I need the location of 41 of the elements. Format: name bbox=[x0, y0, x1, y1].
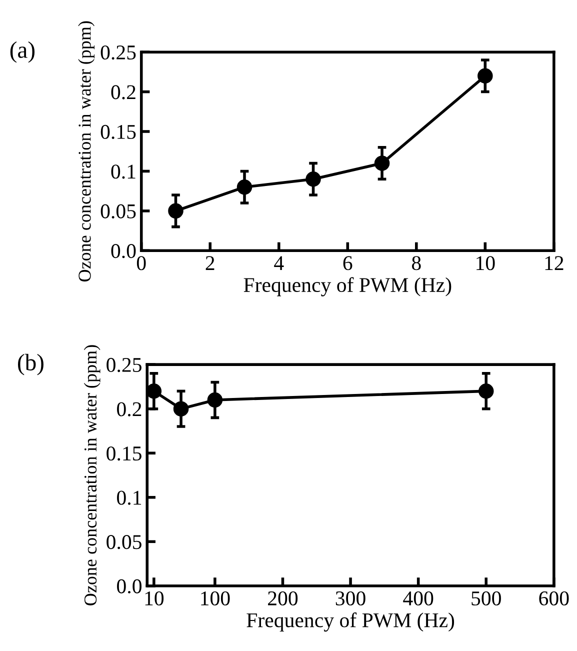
x-tick-label: 0 bbox=[136, 256, 146, 270]
x-axis-title: Frequency of PWM (Hz) bbox=[244, 277, 452, 296]
y-tick-label: 0.2 bbox=[111, 85, 136, 100]
point bbox=[173, 401, 189, 416]
y-tick-label: 0.15 bbox=[106, 446, 142, 461]
x-tick-label: 300 bbox=[336, 591, 366, 606]
point bbox=[207, 392, 223, 408]
y-tick-label: 0.05 bbox=[106, 535, 142, 550]
x-tick-label: 400 bbox=[403, 591, 434, 606]
x-tick-label: 200 bbox=[268, 591, 298, 606]
point bbox=[374, 156, 390, 171]
y-tick-label: 0.0 bbox=[111, 244, 136, 258]
point bbox=[478, 383, 494, 399]
y-tick-label: 0.15 bbox=[100, 124, 136, 140]
point bbox=[478, 68, 493, 84]
y-tick-label: 0.1 bbox=[111, 164, 136, 179]
point bbox=[236, 179, 252, 195]
x-tick-label: 2 bbox=[206, 256, 214, 270]
point bbox=[147, 383, 162, 399]
point bbox=[306, 172, 321, 187]
y-axis-title: Ozone concentration in water (ppm) bbox=[84, 345, 100, 606]
x-tick-label: 10 bbox=[476, 256, 495, 270]
x-tick-label: 8 bbox=[412, 256, 421, 270]
y-tick-label: 0.25 bbox=[100, 45, 136, 60]
text: (a) bbox=[10, 41, 35, 63]
x-axis-title: Frequency of PWM (Hz) bbox=[246, 612, 454, 632]
point bbox=[168, 203, 184, 219]
x-tick-label: 100 bbox=[201, 591, 230, 606]
y-tick-label: 0.2 bbox=[117, 402, 142, 416]
x-tick-label: 4 bbox=[274, 256, 284, 270]
y-tick-label: 0.1 bbox=[117, 490, 142, 505]
y-axis-title: Ozone concentration in water (ppm) bbox=[78, 21, 94, 282]
y-tick-label: 0.25 bbox=[106, 358, 142, 372]
x-tick-label: 12 bbox=[545, 256, 564, 270]
y-tick-label: 0.0 bbox=[117, 579, 142, 594]
y-tick-label: 0.05 bbox=[100, 204, 136, 218]
text: (b) bbox=[18, 354, 44, 376]
x-tick-label: 600 bbox=[539, 591, 569, 606]
x-tick-label: 10 bbox=[145, 591, 164, 606]
x-tick-label: 500 bbox=[472, 591, 501, 606]
x-tick-label: 6 bbox=[343, 256, 352, 270]
